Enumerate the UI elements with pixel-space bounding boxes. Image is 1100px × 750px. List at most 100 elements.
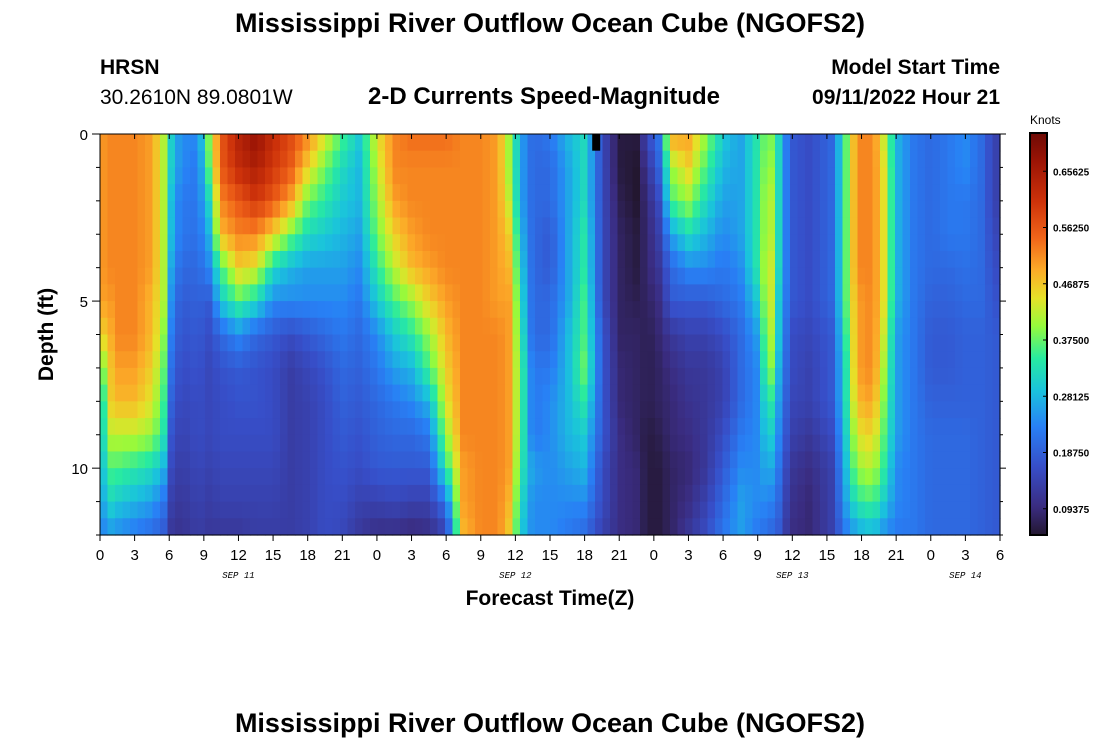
heatmap-cell: [662, 418, 671, 436]
heatmap-cell: [415, 518, 424, 536]
heatmap-cell: [752, 217, 761, 235]
heatmap-cell: [572, 217, 581, 235]
heatmap-cell: [557, 150, 566, 169]
heatmap-cell: [130, 184, 139, 202]
heatmap-cell: [902, 418, 911, 436]
heatmap-cell: [355, 301, 364, 319]
heatmap-cell: [310, 351, 319, 369]
heatmap-cell: [107, 451, 116, 469]
heatmap-cell: [475, 518, 484, 536]
heatmap-cell: [932, 334, 941, 352]
heatmap-cell: [272, 217, 281, 235]
heatmap-cell: [250, 484, 259, 503]
heatmap-cell: [407, 384, 416, 402]
heatmap-cell: [940, 134, 949, 152]
heatmap-cell: [745, 200, 754, 219]
heatmap-cell: [745, 418, 754, 436]
heatmap-cell: [355, 501, 364, 519]
heatmap-cell: [940, 451, 949, 469]
heatmap-cell: [970, 468, 979, 486]
heatmap-cell: [835, 334, 844, 352]
heatmap-cell: [272, 518, 281, 536]
heatmap-cell: [227, 200, 236, 219]
heatmap-cell: [265, 301, 274, 319]
heatmap-cell: [115, 150, 124, 169]
heatmap-cell: [505, 501, 514, 519]
heatmap-cell: [340, 501, 349, 519]
heatmap-cell: [152, 434, 161, 453]
heatmap-cell: [422, 334, 431, 352]
heatmap-cell: [887, 468, 896, 486]
heatmap-cell: [497, 150, 506, 169]
heatmap-cell: [460, 250, 469, 269]
heatmap-cell: [715, 150, 724, 169]
heatmap-cell: [962, 284, 971, 302]
heatmap-cell: [235, 501, 244, 519]
heatmap-cell: [370, 150, 379, 169]
heatmap-cell: [370, 384, 379, 402]
heatmap-cell: [272, 501, 281, 519]
heatmap-cell: [587, 367, 596, 386]
heatmap-cell: [437, 234, 446, 252]
heatmap-cell: [452, 217, 461, 235]
heatmap-cell: [475, 384, 484, 402]
heatmap-cell: [857, 167, 866, 185]
heatmap-cell: [385, 468, 394, 486]
heatmap-cell: [767, 468, 776, 486]
heatmap-cell: [460, 484, 469, 503]
heatmap-cell: [115, 284, 124, 302]
heatmap-cell: [310, 334, 319, 352]
heatmap-cell: [880, 167, 889, 185]
heatmap-cell: [107, 468, 116, 486]
heatmap-cell: [767, 418, 776, 436]
heatmap-cell: [677, 184, 686, 202]
heatmap-cell: [827, 301, 836, 319]
heatmap-cell: [370, 518, 379, 536]
heatmap-cell: [347, 384, 356, 402]
heatmap-cell: [617, 468, 626, 486]
heatmap-cell: [797, 518, 806, 536]
heatmap-cell: [445, 351, 454, 369]
heatmap-cell: [917, 317, 926, 336]
heatmap-cell: [145, 317, 154, 336]
heatmap-cell: [887, 367, 896, 386]
heatmap-cell: [152, 451, 161, 469]
heatmap-cell: [490, 250, 499, 269]
heatmap-cell: [385, 418, 394, 436]
heatmap-cell: [145, 401, 154, 419]
heatmap-cell: [250, 401, 259, 419]
heatmap-cell: [692, 234, 701, 252]
heatmap-cell: [220, 351, 229, 369]
heatmap-cell: [497, 267, 506, 285]
heatmap-cell: [602, 434, 611, 453]
heatmap-cell: [565, 150, 574, 169]
heatmap-cell: [250, 384, 259, 402]
heatmap-cell: [752, 434, 761, 453]
heatmap-cell: [407, 501, 416, 519]
heatmap-cell: [685, 468, 694, 486]
heatmap-cell: [512, 184, 521, 202]
heatmap-cell: [535, 184, 544, 202]
heatmap-cell: [542, 334, 551, 352]
heatmap-cell: [925, 334, 934, 352]
heatmap-cell: [107, 301, 116, 319]
heatmap-cell: [932, 351, 941, 369]
heatmap-cell: [497, 401, 506, 419]
heatmap-cell: [902, 134, 911, 152]
heatmap-cell: [377, 484, 386, 503]
heatmap-cell: [227, 317, 236, 336]
heatmap-cell: [497, 217, 506, 235]
heatmap-cell: [947, 484, 956, 503]
heatmap-cell: [332, 401, 341, 419]
y-tick-label: 0: [80, 127, 88, 144]
heatmap-cell: [610, 200, 619, 219]
heatmap-cell: [272, 434, 281, 453]
heatmap-cell: [827, 468, 836, 486]
heatmap-cell: [107, 167, 116, 185]
heatmap-cell: [917, 501, 926, 519]
heatmap-cell: [212, 367, 221, 386]
heatmap-cell: [692, 284, 701, 302]
heatmap-cell: [182, 250, 191, 269]
heatmap-cell: [362, 250, 371, 269]
heatmap-cell: [632, 167, 641, 185]
